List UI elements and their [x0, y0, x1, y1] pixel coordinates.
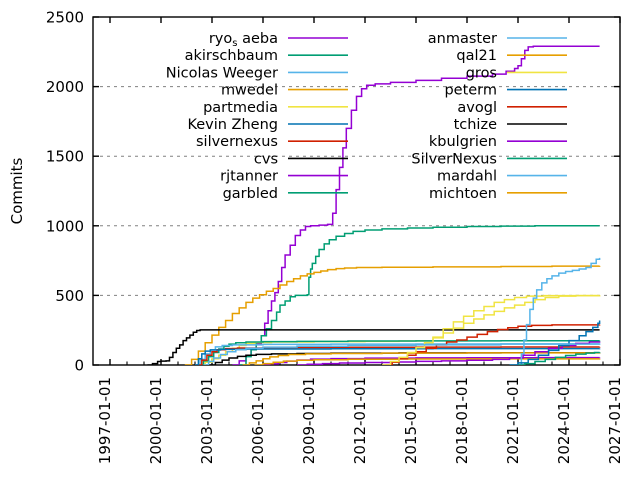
legend-label: cvs	[254, 151, 278, 167]
legend-label: peterm	[444, 83, 497, 99]
series-line	[198, 340, 601, 365]
legend-label: gros	[466, 65, 497, 81]
x-axis-ticks: 1997-01-01 2000-01-01 2003-01-01 2006-01-01…	[96, 17, 624, 464]
legend-label: garbled	[223, 186, 278, 202]
series-line	[147, 329, 600, 365]
series-line	[509, 320, 601, 365]
x-tick-label: 2024-01-01	[555, 377, 573, 464]
x-tick-label: 2003-01-01	[198, 377, 216, 464]
series-line	[232, 45, 600, 365]
x-tick-label: 2018-01-01	[453, 377, 471, 464]
y-tick-label: 500	[55, 287, 84, 305]
y-tick-label: 2500	[46, 9, 84, 27]
x-tick-label: 2027-01-01	[606, 377, 624, 464]
series-line	[382, 294, 601, 365]
y-tick-label: 2000	[46, 78, 84, 96]
y-tick-label: 1000	[46, 217, 84, 235]
legend-label: anmaster	[428, 31, 497, 47]
grid-lines	[93, 86, 620, 296]
legend-label: SilverNexus	[411, 151, 497, 167]
y-tick-label: 1500	[46, 148, 84, 166]
legend-label: qal21	[456, 48, 497, 64]
x-tick-label: 2012-01-01	[351, 377, 369, 464]
data-series	[147, 45, 601, 365]
x-tick-label: 2009-01-01	[300, 377, 318, 464]
legend-label: partmedia	[203, 100, 278, 116]
legend-label: michtoen	[429, 186, 497, 202]
y-tick-label: 0	[74, 357, 84, 375]
y-axis-title-text: Commits	[8, 157, 26, 224]
series-line	[518, 257, 601, 365]
legend-label: silvernexus	[196, 134, 278, 150]
series-line	[196, 346, 601, 365]
x-tick-label: 2000-01-01	[147, 377, 165, 464]
legend-label: akirschbaum	[185, 48, 278, 64]
legend-label: kbulgrien	[429, 134, 497, 150]
legend-label: rjtanner	[220, 169, 278, 185]
legend-label: mwedel	[221, 83, 278, 99]
y-axis-ticks: 0 500 1000 1500 2000 2500	[46, 9, 620, 375]
x-tick-label: 1997-01-01	[96, 377, 114, 464]
series-line	[184, 265, 601, 365]
series-line	[254, 358, 601, 365]
legend-label: Kevin Zheng	[187, 117, 278, 133]
legend-label: Nicolas Weeger	[166, 65, 278, 81]
series-line	[195, 343, 600, 365]
x-tick-label: 2015-01-01	[402, 377, 420, 464]
legend-label: avogl	[457, 100, 497, 116]
legend-label: ryos aeba	[209, 31, 278, 49]
y-axis-title: Commits	[8, 157, 26, 224]
series-line	[518, 351, 601, 365]
legend-label: mardahl	[437, 169, 497, 185]
plot-frame	[92, 16, 621, 366]
legend-label: tchize	[454, 117, 497, 133]
series-line	[203, 343, 601, 365]
x-tick-label: 2021-01-01	[504, 377, 522, 464]
x-tick-label: 2006-01-01	[249, 377, 267, 464]
